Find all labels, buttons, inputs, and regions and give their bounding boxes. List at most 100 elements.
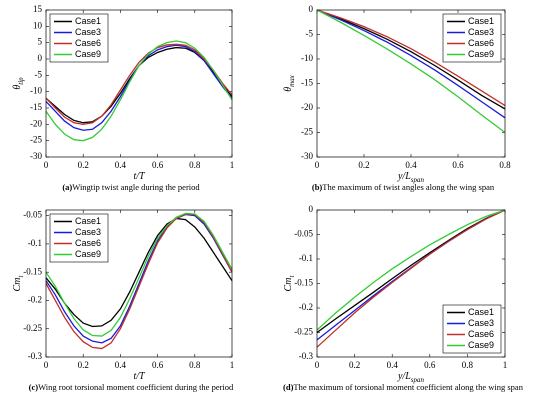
x-axis-label: y/Lspan (397, 171, 425, 183)
y-axis-label: Cmt (12, 275, 24, 292)
x-tick-label: 0.6 (152, 160, 164, 170)
y-tick-label: -0.3 (28, 351, 43, 361)
series-line (45, 213, 233, 350)
y-tick-label: -15 (301, 78, 313, 88)
x-tick-label: 1 (230, 360, 235, 370)
y-axis-label: Cmt (283, 275, 295, 292)
x-tick-label: 0.4 (115, 360, 127, 370)
y-axis-label-sub: t (288, 275, 296, 278)
x-tick-label: 0.6 (152, 360, 164, 370)
y-tick-label: -25 (30, 135, 42, 145)
y-tick-label: 5 (38, 37, 43, 47)
y-axis-label-main: Cm (283, 278, 294, 292)
x-axis-label: t/T (133, 371, 146, 382)
x-tick-label: 0 (315, 360, 320, 370)
legend-label: Case1 (75, 216, 101, 226)
y-tick-label: -15 (30, 102, 42, 112)
legend-label: Case3 (468, 318, 494, 328)
x-axis-label-sub: span (411, 376, 425, 384)
caption-text: Wing root torsional moment coefficient d… (38, 382, 234, 392)
y-tick-label: -0.1 (28, 238, 42, 248)
series-line (45, 40, 233, 142)
caption-text: The maximum of twist angles along the wi… (322, 182, 495, 192)
legend-label: Case3 (75, 27, 101, 37)
y-tick-label: -20 (301, 102, 313, 112)
y-tick-label: 0 (309, 4, 314, 14)
series-line (45, 212, 233, 337)
y-tick-label: -5 (35, 69, 43, 79)
legend-label: Case1 (468, 307, 494, 317)
caption: (d)The maximum of torsional moment coeff… (283, 382, 524, 392)
y-tick-label: -0.2 (299, 302, 313, 312)
caption-label: (d) (283, 382, 294, 392)
x-tick-label: 0.2 (78, 160, 89, 170)
y-axis-label-main: θ (12, 85, 23, 90)
x-tick-label: 0.8 (189, 360, 201, 370)
y-tick-label: 15 (33, 4, 43, 14)
legend-label: Case6 (75, 238, 101, 248)
y-tick-label: -10 (30, 86, 42, 96)
y-tick-label: -0.25 (294, 327, 313, 337)
series-line (316, 209, 506, 334)
x-tick-label: 0.4 (387, 360, 399, 370)
x-tick-label: 0.8 (189, 160, 201, 170)
y-tick-label: -25 (301, 127, 313, 137)
x-tick-label: 0.2 (358, 160, 369, 170)
y-axis-label-main: θ (283, 87, 294, 92)
series-line (45, 43, 233, 125)
series-line (316, 209, 506, 348)
plot-frame (316, 9, 506, 158)
y-tick-label: 0 (309, 204, 314, 214)
legend-label: Case9 (468, 49, 494, 59)
x-tick-label: 1 (230, 160, 235, 170)
y-tick-label: 0 (38, 53, 43, 63)
y-tick-label: -0.1 (299, 253, 313, 263)
y-tick-label: -30 (30, 151, 42, 161)
caption-text: Wingtip twist angle during the period (72, 182, 200, 192)
y-tick-label: -0.15 (23, 266, 42, 276)
legend-label: Case9 (468, 340, 494, 350)
panel: 0 0.2 0.4 0.6 0.8 1 -30 -25 -20 -15 -10 -5 0 5 10 15 Cas… (12, 4, 234, 192)
x-tick-label: 1 (503, 360, 508, 370)
x-axis-label-main: y/L (397, 371, 411, 382)
y-axis-label-main: Cm (12, 278, 23, 292)
legend-label: Case9 (75, 49, 101, 59)
y-tick-label: -0.25 (23, 323, 42, 333)
x-tick-label: 0 (44, 360, 49, 370)
series-line (316, 9, 506, 134)
x-axis-label-main: t/T (133, 371, 146, 382)
x-tick-label: 0.8 (499, 160, 511, 170)
y-tick-label: -0.05 (294, 229, 313, 239)
series-line (316, 9, 506, 119)
caption: (c)Wing root torsional moment coefficien… (29, 382, 234, 392)
x-axis-label-main: y/L (397, 171, 411, 182)
panel: 0 0.2 0.4 0.6 0.8 1 -0.3 -0.25 -0.2 -0.15 -0.1 -0.0… (12, 209, 235, 392)
y-tick-label: -0.3 (299, 351, 314, 361)
x-tick-label: 0.8 (462, 360, 474, 370)
caption-label: (b) (312, 182, 323, 192)
y-axis-label: θtip (12, 77, 24, 90)
caption: (b)The maximum of twist angles along the… (312, 182, 495, 192)
x-axis-label-main: t/T (133, 171, 146, 182)
caption-label: (c) (29, 382, 39, 392)
legend-label: Case3 (468, 27, 494, 37)
x-tick-label: 0.6 (424, 360, 436, 370)
legend-label: Case6 (468, 38, 494, 48)
panel: 0 0.2 0.4 0.6 0.8-30-25-20-15-10-50Case1Case… (283, 4, 511, 192)
series-line (316, 9, 506, 110)
x-tick-label: 0.4 (115, 160, 127, 170)
y-axis-label-sub: tip (17, 77, 25, 85)
y-axis-label-sub: t (17, 275, 25, 278)
y-axis-label-sub: max (288, 74, 296, 87)
y-axis-label: θmax (283, 74, 295, 91)
series-line (316, 9, 506, 107)
caption-text: The maximum of torsional moment coeffici… (293, 382, 523, 392)
y-tick-label: 10 (33, 20, 43, 30)
x-tick-label: 0.2 (349, 360, 360, 370)
legend-label: Case6 (75, 38, 101, 48)
x-axis-label: y/Lspan (397, 371, 425, 383)
